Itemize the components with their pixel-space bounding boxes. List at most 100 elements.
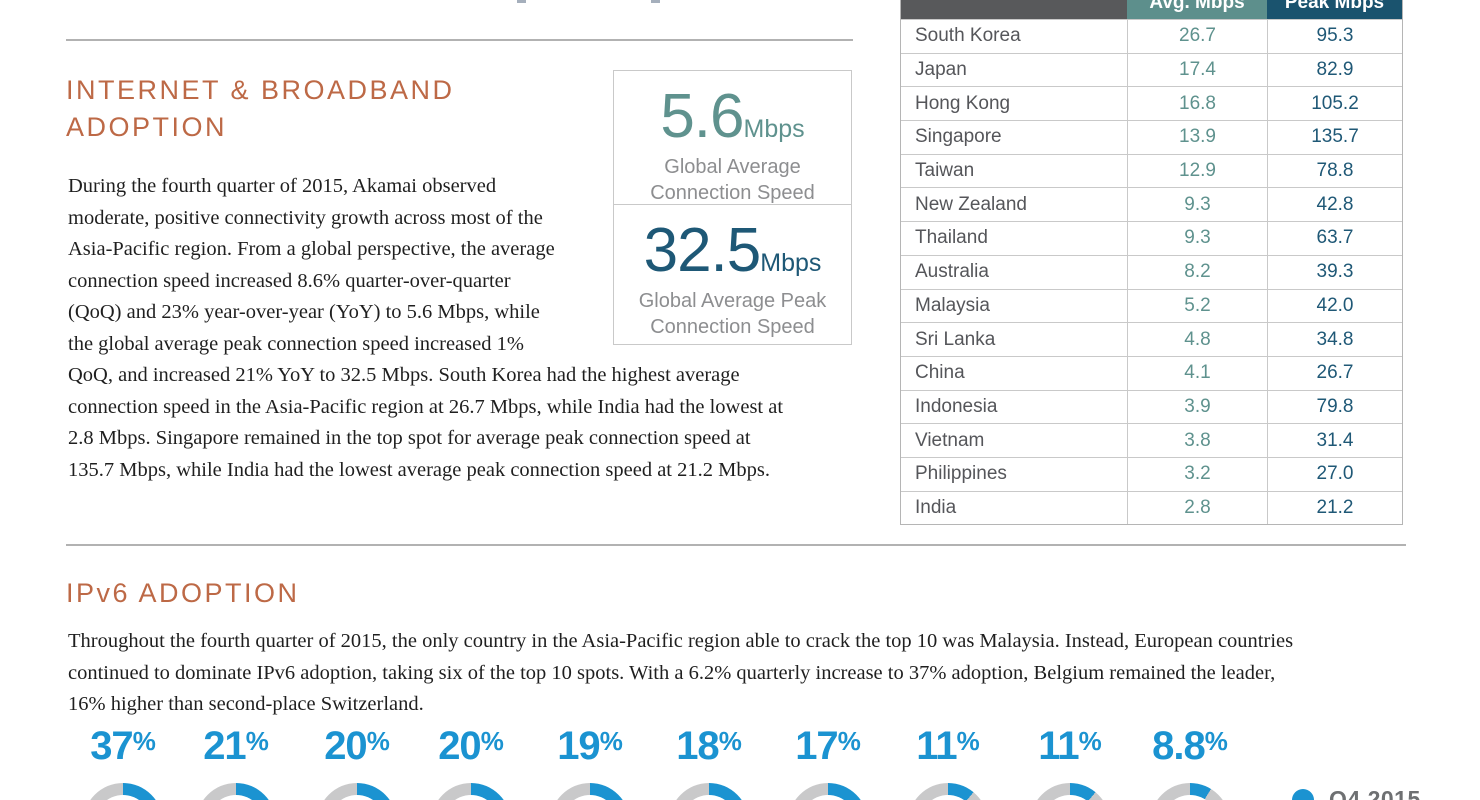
- percent-value: 11: [916, 724, 957, 768]
- country-cell: Thailand: [915, 227, 988, 249]
- stat-value: 5.6Mbps: [614, 81, 851, 152]
- avg-mbps-cell: 8.2: [1127, 255, 1267, 289]
- table-row: Thailand 9.3 63.7: [901, 221, 1402, 255]
- table-row: Japan 17.4 82.9: [901, 52, 1402, 87]
- avg-mbps-cell: 13.9: [1127, 121, 1267, 154]
- ipv6-percent-label: 11%: [1015, 726, 1125, 770]
- section-title-line: ADOPTION: [66, 112, 228, 142]
- paragraph-line: continued to dominate IPv6 adoption, tak…: [68, 661, 1276, 684]
- stat-caption: Global Average Peak Connection Speed: [614, 288, 851, 340]
- donut-gauge: [317, 783, 397, 800]
- broadband-paragraph: During the fourth quarter of 2015, Akama…: [68, 171, 858, 486]
- avg-mbps-cell: 3.8: [1127, 424, 1267, 457]
- stat-caption-line: Global Average: [664, 156, 801, 178]
- avg-mbps-cell: 12.9: [1127, 154, 1267, 188]
- paragraph-line: 135.7 Mbps, while India had the lowest a…: [68, 458, 770, 481]
- donut-gauge: [431, 783, 511, 800]
- donut-gauge: [1150, 783, 1230, 800]
- donut-gauge: [83, 783, 163, 800]
- percent-sign: %: [1204, 726, 1228, 756]
- country-cell: New Zealand: [915, 193, 1027, 215]
- donut-hole: [800, 795, 856, 800]
- donut-hole: [681, 795, 737, 800]
- table-row: China 4.1 26.7: [901, 355, 1402, 390]
- percent-value: 37: [90, 724, 133, 768]
- ipv6-country-item: 19%: [535, 726, 645, 800]
- percent-value: 18: [676, 724, 719, 768]
- ipv6-country-item: 11%: [1015, 726, 1125, 800]
- percent-sign: %: [366, 726, 390, 756]
- avg-mbps-cell: 3.2: [1127, 457, 1267, 491]
- stat-number-text: 32.5: [643, 216, 762, 285]
- avg-mbps-cell: 4.8: [1127, 323, 1267, 356]
- paragraph-line: 16% higher than second-place Switzerland…: [68, 693, 424, 715]
- ipv6-percent-label: 20%: [302, 726, 412, 770]
- paragraph-line: connection speed in the Asia-Pacific reg…: [68, 395, 784, 418]
- donut-gauge: [196, 783, 276, 800]
- donut-gauge: [669, 783, 749, 800]
- stat-global-avg-connection-speed: 5.6Mbps Global Average Connection Speed: [613, 70, 852, 205]
- peak-mbps-cell: 82.9: [1267, 53, 1402, 87]
- ipv6-country-item: 18%: [654, 726, 764, 800]
- table-row: Malaysia 5.2 42.0: [901, 288, 1402, 323]
- donut-gauge: [788, 783, 868, 800]
- peak-mbps-cell: 42.0: [1267, 289, 1402, 323]
- donut-hole: [1162, 795, 1218, 800]
- peak-mbps-cell: 79.8: [1267, 390, 1402, 424]
- percent-sign: %: [837, 726, 861, 756]
- country-cell: Japan: [915, 59, 967, 81]
- country-cell: Indonesia: [915, 395, 998, 417]
- stat-value: 32.5Mbps: [614, 215, 851, 286]
- table-row: Singapore 13.9 135.7: [901, 120, 1402, 154]
- legend-dot-q4-2015-icon: [1292, 788, 1314, 800]
- peak-mbps-cell: 21.2: [1267, 491, 1402, 525]
- chart-legend: Q4 2015: [1292, 786, 1421, 800]
- peak-mbps-cell: 42.8: [1267, 188, 1402, 222]
- donut-hole: [95, 795, 151, 800]
- section-divider: [66, 39, 853, 41]
- ipv6-percent-label: 19%: [535, 726, 645, 770]
- table-header-row: Avg. Mbps Peak Mbps: [901, 0, 1402, 19]
- paragraph-line: Asia-Pacific region. From a global persp…: [68, 238, 555, 260]
- table-row: Sri Lanka 4.8 34.8: [901, 322, 1402, 356]
- table-row: Taiwan 12.9 78.8: [901, 153, 1402, 188]
- table-row: South Korea 26.7 95.3: [901, 19, 1402, 53]
- cropped-text-remnant: [517, 0, 526, 3]
- paragraph-line: 2.8 Mbps. Singapore remained in the top …: [68, 427, 751, 449]
- peak-mbps-cell: 95.3: [1267, 20, 1402, 53]
- ipv6-country-item: 20%: [416, 726, 526, 800]
- donut-hole: [329, 795, 385, 800]
- percent-value: 19: [557, 724, 600, 768]
- percent-value: 17: [795, 724, 838, 768]
- stat-global-avg-peak-connection-speed: 32.5Mbps Global Average Peak Connection …: [613, 204, 852, 345]
- section-title-line: INTERNET & BROADBAND: [66, 75, 455, 105]
- avg-mbps-cell: 9.3: [1127, 188, 1267, 222]
- avg-mbps-cell: 16.8: [1127, 87, 1267, 121]
- avg-mbps-cell: 9.3: [1127, 222, 1267, 255]
- col-header-country: [901, 0, 1127, 19]
- table-row: Australia 8.2 39.3: [901, 254, 1402, 289]
- table-row: Indonesia 3.9 79.8: [901, 389, 1402, 424]
- avg-mbps-cell: 3.9: [1127, 390, 1267, 424]
- avg-mbps-cell: 5.2: [1127, 289, 1267, 323]
- stat-caption-line: Global Average Peak: [638, 290, 827, 312]
- country-cell: India: [915, 496, 957, 518]
- ipv6-percent-label: 37%: [68, 726, 178, 770]
- paragraph-line: the global average peak connection speed…: [68, 332, 524, 355]
- ipv6-percent-label: 18%: [654, 726, 764, 770]
- cropped-text-remnant: [651, 0, 660, 3]
- country-cell: Vietnam: [915, 429, 985, 451]
- percent-sign: %: [1078, 726, 1102, 756]
- donut-hole: [920, 795, 976, 800]
- col-header-peak-mbps: Peak Mbps: [1267, 0, 1402, 19]
- peak-mbps-cell: 39.3: [1267, 255, 1402, 289]
- country-cell: South Korea: [915, 25, 1021, 47]
- avg-mbps-cell: 17.4: [1127, 53, 1267, 87]
- avg-mbps-cell: 2.8: [1127, 491, 1267, 525]
- table-row: Hong Kong 16.8 105.2: [901, 86, 1402, 121]
- stat-number-text: 5.6: [660, 82, 744, 151]
- ipv6-country-item: 11%: [893, 724, 1003, 800]
- percent-value: 8.8: [1152, 724, 1206, 768]
- col-header-avg-mbps: Avg. Mbps: [1127, 0, 1267, 19]
